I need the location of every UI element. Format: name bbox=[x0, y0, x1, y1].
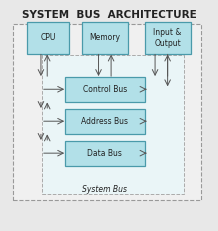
Text: Memory: Memory bbox=[89, 33, 120, 43]
Text: Control Bus: Control Bus bbox=[83, 85, 127, 94]
FancyBboxPatch shape bbox=[42, 55, 184, 194]
Text: Data Bus: Data Bus bbox=[87, 149, 122, 158]
Text: Input &
Output: Input & Output bbox=[153, 28, 182, 48]
FancyBboxPatch shape bbox=[65, 77, 145, 102]
FancyBboxPatch shape bbox=[13, 24, 201, 200]
FancyBboxPatch shape bbox=[27, 22, 69, 54]
FancyBboxPatch shape bbox=[145, 22, 191, 54]
FancyBboxPatch shape bbox=[65, 141, 145, 166]
FancyBboxPatch shape bbox=[65, 109, 145, 134]
FancyBboxPatch shape bbox=[82, 22, 128, 54]
Text: Address Bus: Address Bus bbox=[81, 117, 128, 126]
Text: SYSTEM  BUS  ARCHITECTURE: SYSTEM BUS ARCHITECTURE bbox=[22, 10, 196, 20]
Text: CPU: CPU bbox=[41, 33, 56, 43]
Text: System Bus: System Bus bbox=[82, 185, 127, 194]
